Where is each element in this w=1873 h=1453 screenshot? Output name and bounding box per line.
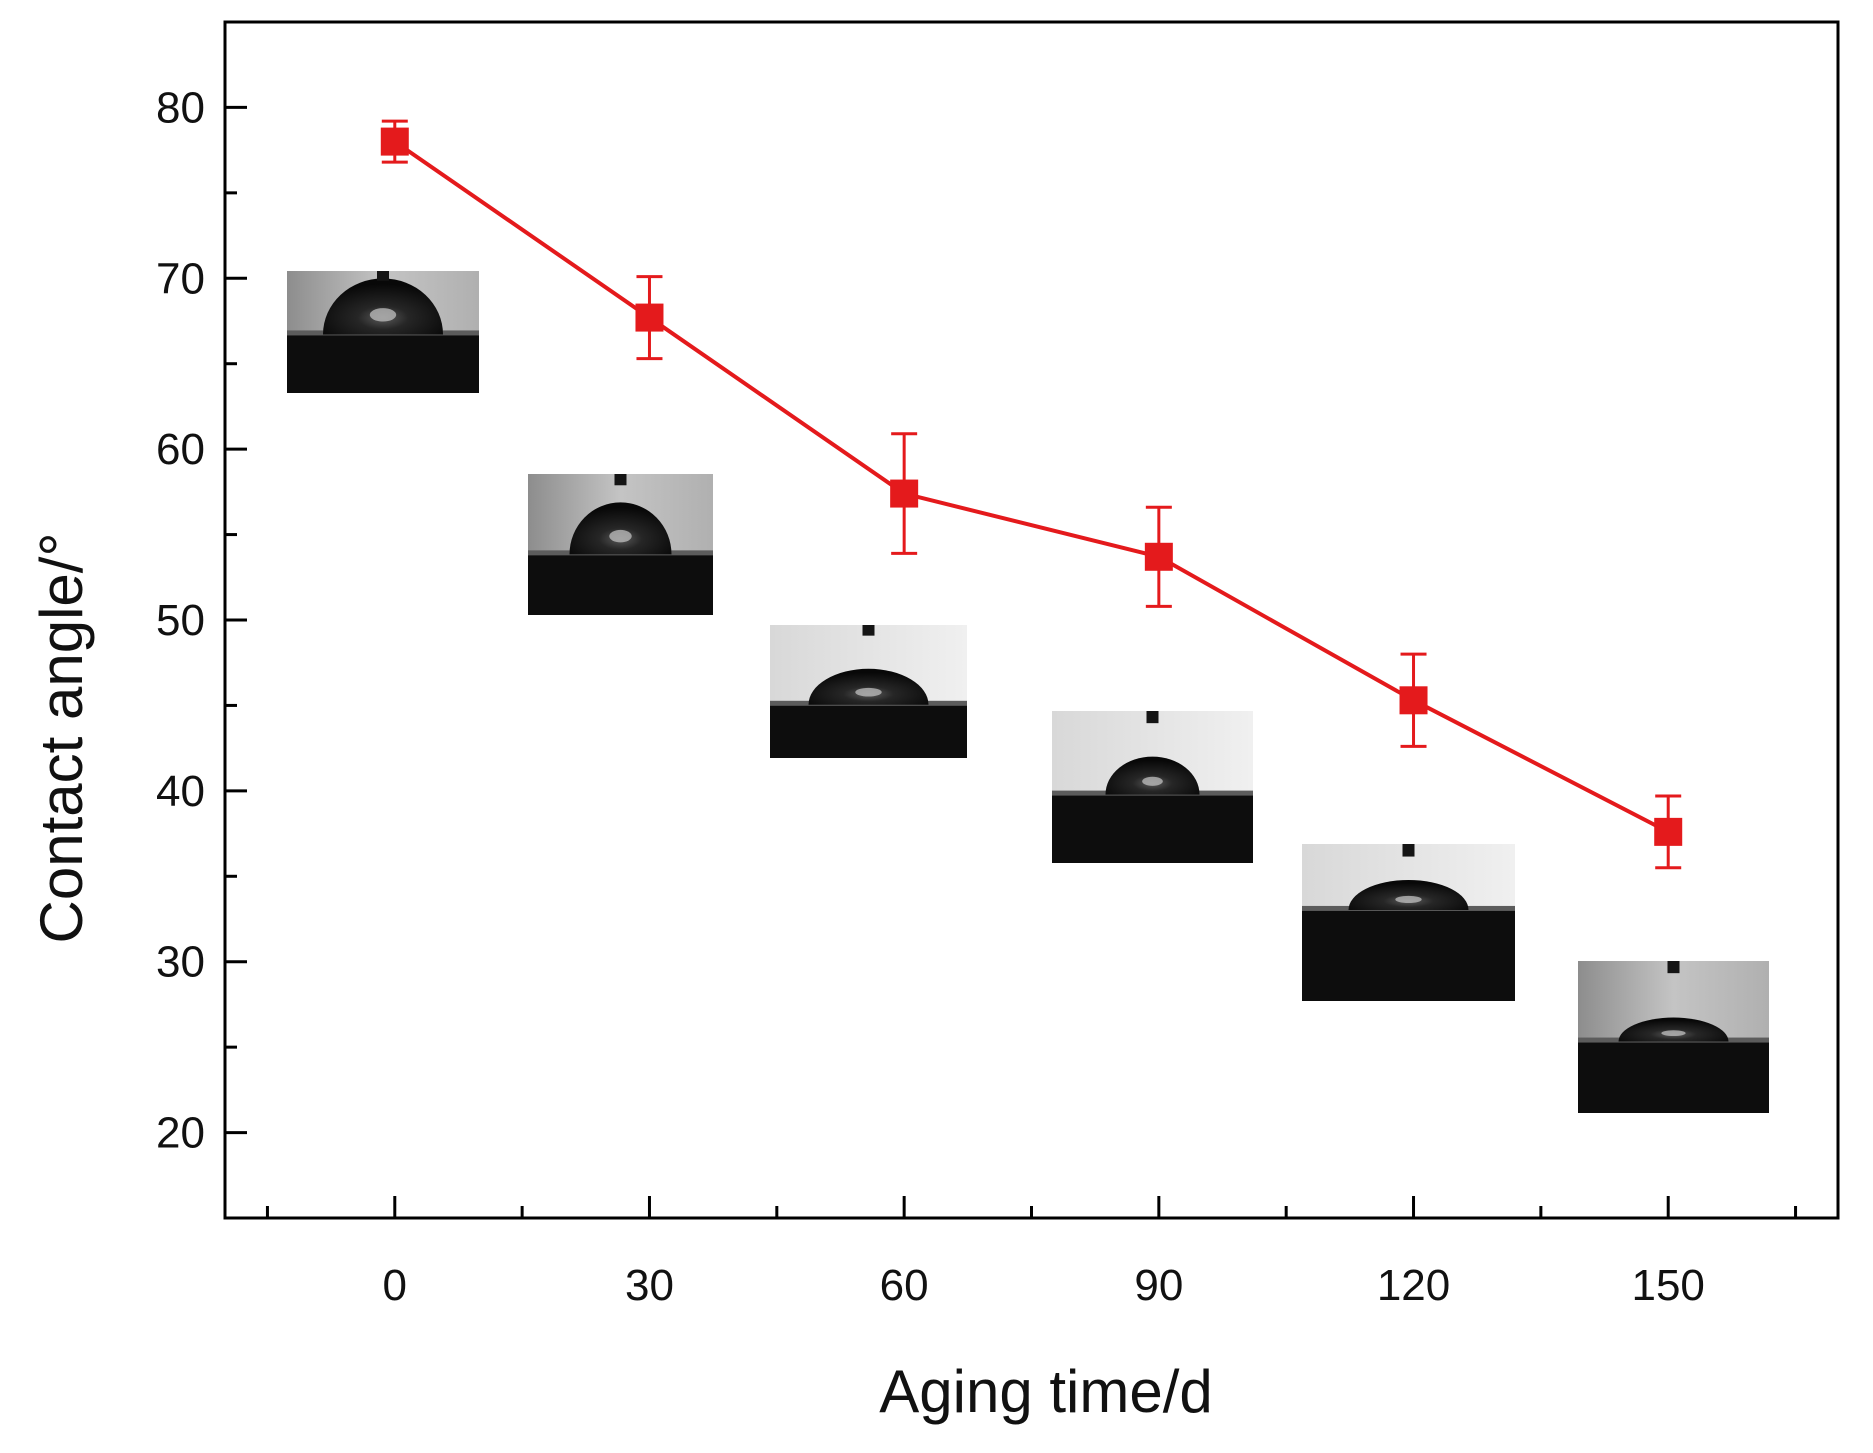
droplet-highlight (1142, 776, 1163, 786)
inset-substrate (528, 554, 713, 615)
inset-substrate (770, 704, 967, 758)
x-axis-title: Aging time/d (879, 1358, 1213, 1425)
syringe-needle (377, 271, 389, 281)
inset-substrate (287, 334, 479, 393)
syringe-needle (1146, 711, 1159, 724)
droplet-shape (1618, 1017, 1729, 1042)
droplet-inset-5 (1578, 961, 1769, 1113)
syringe-needle (862, 625, 875, 636)
y-tick-label: 70 (156, 254, 205, 303)
series-line (393, 139, 1670, 834)
y-axis: 20 30 40 50 60 70 80 (156, 83, 247, 1158)
droplet-shape (1105, 756, 1200, 795)
syringe-needle (614, 474, 627, 486)
data-point-marker (1399, 686, 1428, 715)
data-point-marker (890, 479, 919, 508)
x-tick-label: 120 (1377, 1261, 1450, 1310)
inset-substrate (1302, 909, 1515, 1001)
x-tick-label: 0 (383, 1261, 407, 1310)
droplet-highlight (1661, 1030, 1686, 1037)
data-point-marker (1144, 542, 1173, 571)
droplet-highlight (369, 308, 397, 322)
x-tick-label: 90 (1134, 1261, 1183, 1310)
x-tick-label: 60 (880, 1261, 929, 1310)
droplet-inset-1 (528, 474, 713, 615)
droplet-shape (1348, 879, 1469, 910)
y-tick-label: 40 (156, 767, 205, 816)
x-tick-label: 30 (625, 1261, 674, 1310)
droplet-inset-2 (770, 625, 967, 758)
y-tick-label: 50 (156, 596, 205, 645)
droplet-shape (569, 502, 672, 555)
inset-substrate (1578, 1041, 1769, 1113)
y-tick-label: 80 (156, 83, 205, 132)
droplet-inset-0 (287, 271, 479, 393)
droplet-highlight (855, 687, 882, 697)
droplet-highlight (609, 529, 632, 543)
data-series (380, 119, 1683, 870)
data-point-marker (380, 127, 409, 156)
x-axis: 0 30 60 90 120 150 (265, 1196, 1798, 1310)
droplet-inset-4 (1302, 844, 1515, 1001)
data-point-marker (635, 303, 664, 332)
data-point-marker (1654, 817, 1683, 846)
droplet-shape (323, 278, 443, 335)
y-axis-title: Contact angle/° (28, 533, 95, 944)
syringe-needle (1667, 961, 1680, 974)
x-tick-label: 150 (1631, 1261, 1704, 1310)
droplet-shape (808, 668, 929, 705)
droplet-highlight (1395, 895, 1422, 904)
inset-substrate (1052, 794, 1253, 863)
y-tick-label: 20 (156, 1109, 205, 1158)
y-tick-label: 60 (156, 425, 205, 474)
syringe-needle (1402, 844, 1415, 857)
y-tick-label: 30 (156, 938, 205, 987)
droplet-inset-3 (1052, 711, 1253, 863)
droplet-insets (287, 271, 1769, 1113)
